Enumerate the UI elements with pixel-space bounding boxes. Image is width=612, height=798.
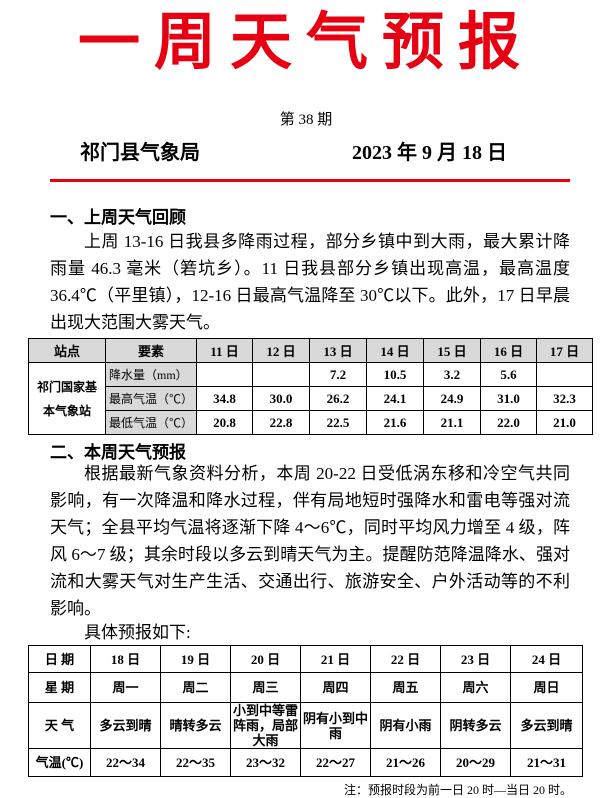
value-cell: 10.5 — [366, 362, 424, 387]
forecast-cell: 周四 — [300, 672, 371, 703]
header-cell: 12 日 — [252, 338, 310, 363]
forecast-cell: 多云到晴 — [510, 702, 583, 749]
value-cell: 21.0 — [536, 410, 593, 435]
element-cell: 最高气温（℃） — [105, 386, 197, 411]
data-row: 最高气温（℃） 34.8 30.0 26.2 24.1 24.9 31.0 32.3 — [29, 386, 593, 411]
forecast-row: 日 期 18 日 19 日 20 日 21 日 22 日 23 日 24 日 — [28, 645, 583, 673]
header-cell: 13 日 — [309, 338, 367, 363]
value-cell: 34.8 — [196, 386, 253, 411]
forecast-cell: 星 期 — [28, 672, 91, 703]
forecast-cell: 24 日 — [510, 645, 583, 673]
forecast-cell: 20～29 — [440, 748, 511, 777]
organization: 祁门县气象局 — [80, 142, 200, 164]
value-cell: 21.6 — [366, 410, 424, 435]
paragraph: 根据最新气象资料分析，本周 20-22 日受低涡东移和冷空气共同影响，有一次降温… — [50, 464, 570, 618]
forecast-cell: 阴有小雨 — [370, 702, 441, 749]
value-cell: 3.2 — [423, 362, 481, 387]
note: 注：预报时段为前一日 20 时—当日 20 时。 — [343, 783, 572, 797]
value-cell — [252, 362, 310, 387]
value-cell — [196, 362, 253, 387]
forecast-row: 星 期周一 周二 周三 周四 周五 周六 周日 — [28, 672, 583, 703]
forecast-cell: 周五 — [370, 672, 441, 703]
value-cell: 24.9 — [423, 386, 481, 411]
header-cell: 14 日 — [366, 338, 424, 363]
red-rule — [50, 179, 570, 182]
forecast-cell: 21～31 — [510, 748, 583, 777]
forecast-cell: 天 气 — [28, 702, 91, 749]
value-cell: 22.5 — [309, 410, 367, 435]
value-cell: 22.0 — [480, 410, 537, 435]
forecast-table: 日 期 18 日 19 日 20 日 21 日 22 日 23 日 24 日星 期周一 周二 周三… — [28, 645, 583, 777]
observation-table: 站点 要素 11 日 12 日 13 日 14 日 15 日 16 日 17 日祁门国家基本气象… — [28, 338, 593, 435]
forecast-cell: 多云到晴 — [90, 702, 161, 749]
forecast-cell: 21 日 — [300, 645, 371, 673]
header-row: 站点 要素 11 日 12 日 13 日 14 日 15 日 16 日 17 日 — [28, 338, 593, 363]
element-cell: 降水量（mm） — [105, 362, 197, 387]
forecast-cell: 18 日 — [90, 645, 161, 673]
header-cell: 11 日 — [196, 338, 253, 363]
station-cell: 祁门国家基本气象站 — [28, 362, 106, 435]
forecast-cell: 周一 — [90, 672, 161, 703]
forecast-cell: 周二 — [160, 672, 231, 703]
intro: 具体预报如下: — [84, 623, 191, 642]
value-cell: 20.8 — [196, 410, 253, 435]
forecast-cell: 22 日 — [370, 645, 441, 673]
value-cell: 26.2 — [309, 386, 367, 411]
forecast-cell: 周日 — [510, 672, 583, 703]
forecast-cell: 阴转多云 — [440, 702, 511, 749]
value-cell: 30.0 — [252, 386, 310, 411]
section-heading: 一、上周天气回顾 — [50, 208, 186, 227]
title: 一周天气预报 — [77, 9, 534, 77]
header-cell: 16 日 — [480, 338, 537, 363]
forecast-cell: 20 日 — [230, 645, 301, 673]
forecast-cell: 周六 — [440, 672, 511, 703]
element-cell: 最低气温（℃） — [105, 410, 197, 435]
forecast-cell: 22～27 — [300, 748, 371, 777]
data-row: 祁门国家基本气象站 降水量（mm） 7.2 10.5 3.2 5.6 — [28, 362, 593, 435]
value-cell — [536, 362, 593, 387]
forecast-cell: 19 日 — [160, 645, 231, 673]
value-cell: 5.6 — [480, 362, 537, 387]
forecast-cell: 22～34 — [90, 748, 161, 777]
forecast-cell: 晴转多云 — [160, 702, 231, 749]
forecast-cell: 23～32 — [230, 748, 301, 777]
forecast-cell: 23 日 — [440, 645, 511, 673]
forecast-cell: 气温(℃) — [28, 748, 91, 777]
section-heading: 二、本周天气预报 — [50, 443, 186, 462]
data-row: 最低气温（℃） 20.8 22.8 22.5 21.6 21.1 22.0 21.0 — [29, 410, 593, 435]
paragraph: 上周 13-16 日我县多降雨过程，部分乡镇中到大雨，最大累计降雨量 46.3 … — [50, 232, 570, 332]
forecast-cell: 周三 — [230, 672, 301, 703]
forecast-row: 天 气多云到晴 晴转多云 小到中等雷阵雨，局部大雨 阴有小到中雨 阴有小雨 阴转多云 多云到… — [28, 702, 583, 749]
date: 2023 年 9 月 18 日 — [352, 142, 507, 164]
value-cell: 31.0 — [480, 386, 537, 411]
forecast-cell: 日 期 — [28, 645, 91, 673]
forecast-cell: 22～35 — [160, 748, 231, 777]
value-cell: 21.1 — [423, 410, 481, 435]
forecast-cell: 21～26 — [370, 748, 441, 777]
header-cell: 15 日 — [423, 338, 481, 363]
header-cell: 17 日 — [536, 338, 593, 363]
forecast-row: 气温(℃) 22～34 22～35 23～32 22～27 21～26 20～29 21～31 — [28, 748, 583, 777]
value-cell: 24.1 — [366, 386, 424, 411]
value-cell: 7.2 — [309, 362, 367, 387]
issue: 第 38 期 — [279, 112, 333, 128]
header-cell: 要素 — [105, 338, 197, 363]
forecast-cell: 阴有小到中雨 — [300, 702, 371, 749]
header-cell: 站点 — [28, 338, 106, 363]
value-cell: 32.3 — [536, 386, 593, 411]
forecast-cell: 小到中等雷阵雨，局部大雨 — [230, 702, 301, 749]
value-cell: 22.8 — [252, 410, 310, 435]
